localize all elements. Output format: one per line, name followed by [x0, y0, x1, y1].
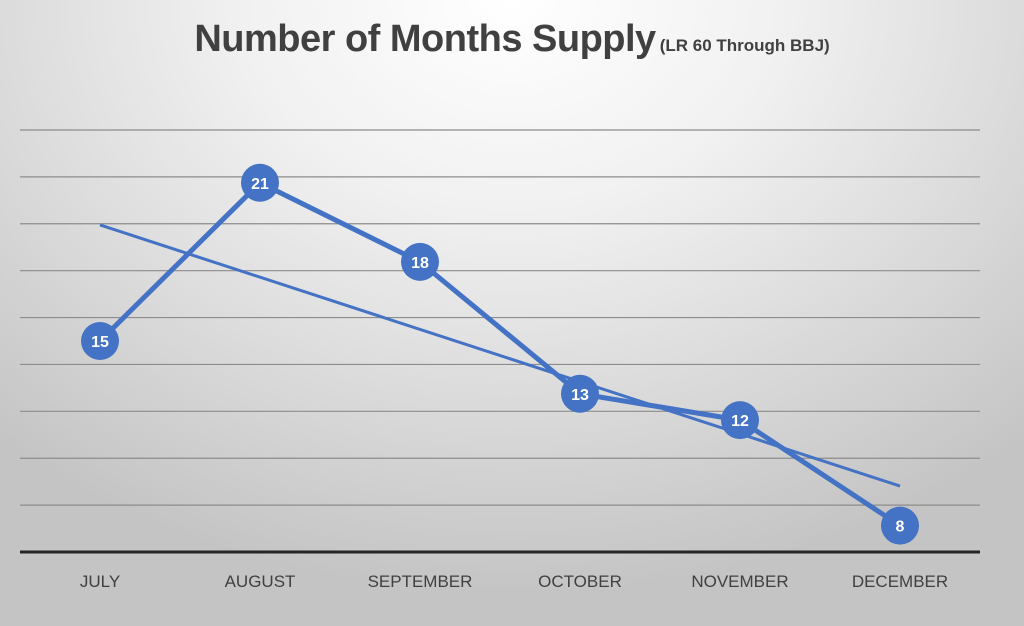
- x-tick-labels: JULY AUGUST SEPTEMBER OCTOBER NOVEMBER DECEMB…: [80, 572, 948, 591]
- series-line: [98, 180, 902, 528]
- data-points: 15 21 18 13 12 8: [81, 163, 919, 545]
- data-point: [401, 242, 439, 281]
- data-label: 15: [91, 334, 109, 351]
- trendline: [99, 223, 901, 488]
- x-tick-label: JULY: [80, 572, 120, 591]
- data-point: [241, 163, 279, 202]
- x-tick-label: AUGUST: [225, 572, 296, 591]
- gridlines: [20, 129, 980, 506]
- x-tick-label: DECEMBER: [852, 572, 948, 591]
- x-tick-label: OCTOBER: [538, 572, 622, 591]
- x-tick-label: NOVEMBER: [691, 572, 788, 591]
- data-point: [561, 374, 599, 413]
- data-point: [881, 506, 919, 545]
- data-point: [81, 322, 119, 360]
- chart-title-main: Number of Months Supply: [194, 18, 656, 60]
- data-label: 12: [731, 413, 749, 430]
- chart-subtitle: (LR 60 Through BBJ): [659, 36, 830, 55]
- x-tick-label: SEPTEMBER: [368, 572, 473, 591]
- data-label: 21: [251, 176, 269, 193]
- chart-title: Number of Months Supply (LR 60 Through BB…: [0, 18, 1024, 61]
- data-label: 13: [571, 387, 589, 404]
- data-label: 8: [896, 519, 905, 536]
- data-label: 18: [411, 255, 429, 272]
- data-point: [721, 401, 759, 440]
